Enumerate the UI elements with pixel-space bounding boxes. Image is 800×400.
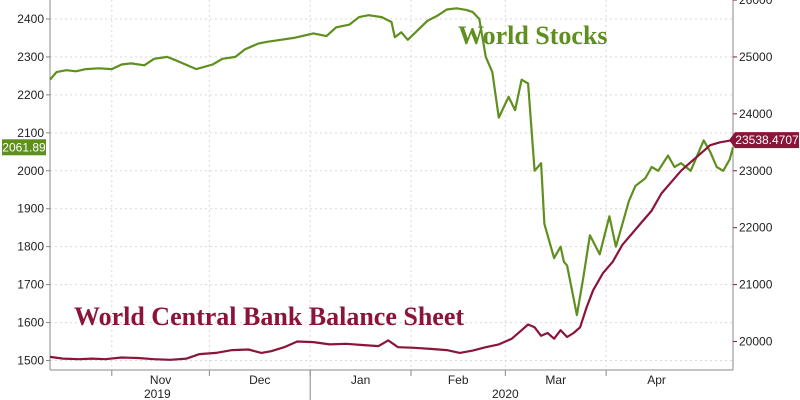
x-month-label: Apr xyxy=(647,373,666,387)
y-left-tick-label: 2000 xyxy=(17,164,44,178)
last-value-box-left xyxy=(2,139,46,156)
y-left-tick-label: 1500 xyxy=(17,354,44,368)
last-value-arrow-right xyxy=(729,132,735,149)
last-value-labels: 2061.89 23538.4707 xyxy=(2,132,799,156)
x-month-label: Mar xyxy=(545,373,566,387)
y-right-tick-label: 22000 xyxy=(739,221,773,235)
y-right-tick-label: 20000 xyxy=(739,335,773,349)
y-left-tick-label: 2100 xyxy=(17,126,44,140)
series-line-world-stocks xyxy=(49,7,735,317)
last-value-label-right: 23538.4707 xyxy=(735,133,799,147)
last-value-box-right xyxy=(735,132,799,149)
y-right-tick-label: 24000 xyxy=(739,107,773,121)
x-month-label: Feb xyxy=(448,373,469,387)
last-value-label-left: 2061.89 xyxy=(2,140,46,154)
y-right-tick-label: 21000 xyxy=(739,278,773,292)
x-month-label: Dec xyxy=(249,373,270,387)
y-left-tick-label: 1600 xyxy=(17,316,44,330)
series-layer xyxy=(49,7,735,361)
x-month-label: Nov xyxy=(150,373,171,387)
y-left-tick-label: 1800 xyxy=(17,240,44,254)
annotation-central-bank-balance-sheet: World Central Bank Balance Sheet xyxy=(74,302,464,331)
y-right-tick-label: 26000 xyxy=(739,0,773,7)
y-left-tick-label: 2200 xyxy=(17,88,44,102)
y-right-tick-label: 23000 xyxy=(739,164,773,178)
y-left-tick-label: 2300 xyxy=(17,50,44,64)
y-left-tick-label: 2400 xyxy=(17,12,44,26)
x-year-label: 2020 xyxy=(492,387,519,400)
x-year-label: 2019 xyxy=(144,387,171,400)
series-line-central-bank-balance-sheet xyxy=(49,139,734,361)
x-month-label: Jan xyxy=(351,373,370,387)
annotation-world-stocks: World Stocks xyxy=(458,21,608,50)
y-left-tick-label: 1700 xyxy=(17,278,44,292)
grid xyxy=(50,0,733,370)
axes: 1500 1600 1700 1800 1900 2000 2100 2200 2300 2400… xyxy=(17,0,773,400)
y-left-tick-label: 1900 xyxy=(17,202,44,216)
y-right-tick-label: 25000 xyxy=(739,50,773,64)
annotations: World Stocks World Central Bank Balance S… xyxy=(74,21,608,331)
